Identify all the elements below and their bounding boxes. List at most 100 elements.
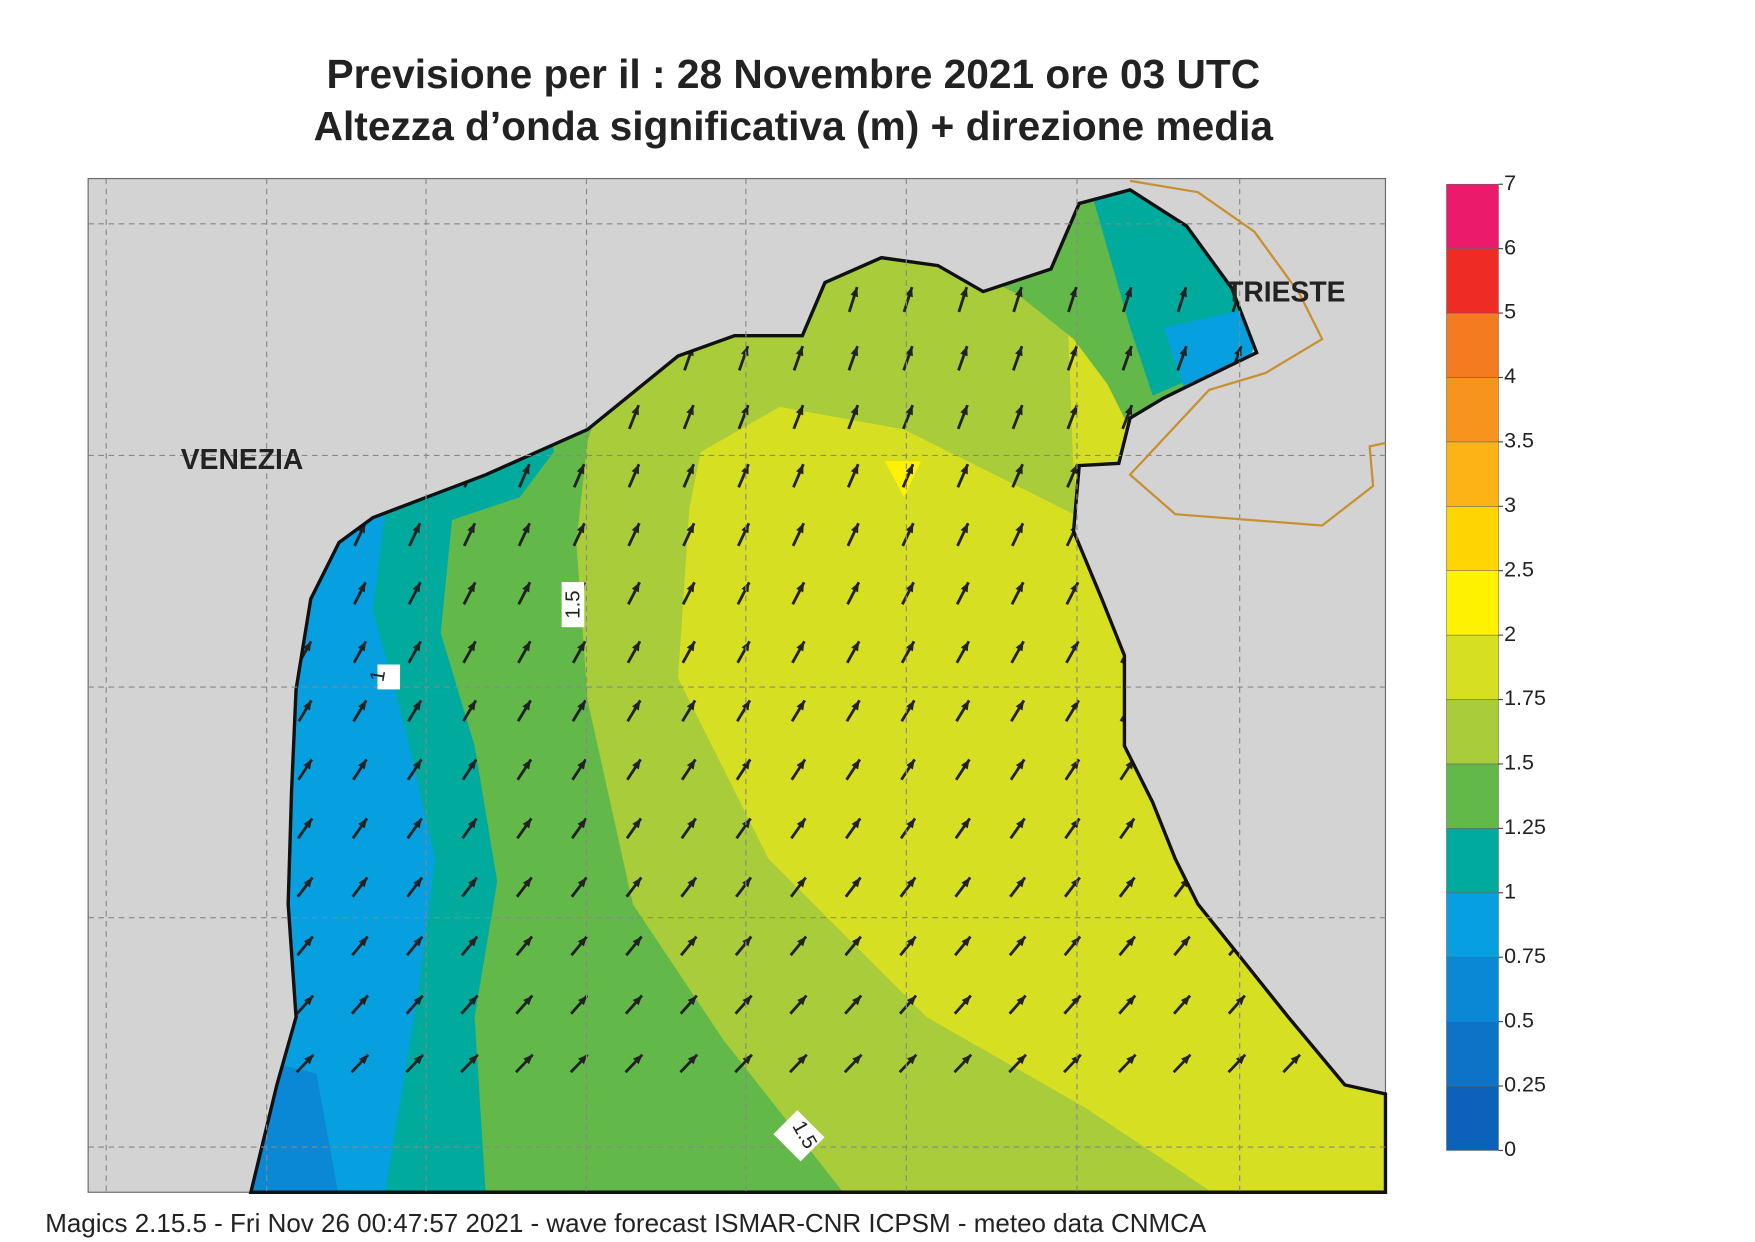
wave-arrow-head — [576, 464, 585, 475]
colorbar-band — [1446, 248, 1499, 314]
colorbar-band — [1446, 1085, 1499, 1151]
wave-arrow-head — [467, 641, 476, 652]
wave-arrow-head — [961, 1054, 972, 1065]
wave-arrow-head — [357, 582, 366, 593]
wave-arrow-head — [1015, 464, 1023, 475]
wave-arrow-head — [960, 641, 969, 652]
wave-arrow-head — [523, 1054, 533, 1065]
wave-arrow-head — [304, 1054, 314, 1065]
wave-arrow-head — [1126, 1054, 1136, 1065]
wave-arrow-head — [741, 700, 750, 711]
wave-arrow-head — [850, 346, 859, 357]
wave-arrow-head — [686, 759, 696, 770]
wave-arrow-head — [687, 936, 697, 947]
wave-arrow-head — [850, 523, 859, 534]
wave-arrow-head — [358, 759, 367, 770]
colorbar-tick-label: 0.5 — [1504, 1008, 1534, 1032]
wave-arrow-head — [687, 818, 696, 829]
wave-arrow-head — [631, 641, 640, 652]
wave-arrow-head — [687, 995, 697, 1006]
place-label: TRIESTE — [1226, 276, 1345, 308]
wave-arrow-head — [522, 936, 533, 947]
wave-arrow-head — [1015, 405, 1023, 416]
wave-arrow-head — [851, 582, 859, 593]
wave-arrow-head — [905, 641, 915, 652]
colorbar-tick-label: 1.25 — [1504, 815, 1546, 839]
wave-arrow-head — [851, 818, 861, 829]
wave-arrow-head — [852, 995, 862, 1006]
wave-arrow-head — [1016, 936, 1026, 947]
colorbar-tick-label: 1 — [1504, 879, 1516, 903]
wave-arrow-head — [577, 641, 586, 652]
colorbar-band — [1446, 377, 1499, 443]
wave-arrow-head — [796, 641, 805, 652]
wave-arrow-head — [1179, 346, 1187, 357]
colorbar-tick-label: 2.5 — [1504, 557, 1534, 581]
wave-arrow-head — [521, 464, 530, 475]
title: Previsione per il : 28 Novembre 2021 ore… — [327, 51, 1261, 97]
wave-arrow-head — [851, 759, 860, 770]
wave-arrow-head — [303, 877, 313, 888]
wave-arrow-head — [906, 700, 915, 711]
wave-arrow-head — [851, 936, 861, 947]
wave-arrow-head — [467, 523, 475, 534]
contour-label: 1 — [367, 664, 401, 690]
wave-arrow-head — [358, 1054, 369, 1065]
wave-arrow-head — [905, 464, 913, 475]
wave-arrow-head — [741, 759, 751, 770]
colorbar-band — [1446, 828, 1499, 894]
wave-arrow-head — [1071, 936, 1081, 947]
colorbar-band — [1446, 183, 1499, 249]
wave-arrow-head — [905, 346, 913, 357]
wave-arrow-head — [1016, 1054, 1026, 1065]
wave-arrow-head — [906, 818, 916, 829]
wave-arrow-head — [851, 700, 860, 711]
wave-arrow-head — [796, 759, 806, 770]
wave-arrow-head — [741, 464, 749, 475]
wave-arrow-head — [961, 936, 971, 947]
wave-arrow-head — [906, 936, 916, 947]
wave-arrow-head — [632, 759, 641, 770]
wave-arrow-head — [413, 995, 423, 1006]
wave-arrow-head — [522, 818, 532, 829]
wave-arrow-head — [577, 759, 586, 770]
wave-arrow-head — [631, 405, 639, 416]
wave-arrow-head — [358, 700, 367, 711]
wave-arrow-head — [960, 346, 968, 357]
wave-arrow-head — [303, 700, 312, 711]
wave-arrow-head — [852, 1054, 862, 1065]
wave-arrow-head — [1124, 346, 1133, 357]
wave-arrow-head — [905, 287, 913, 298]
colorbar-band — [1446, 892, 1499, 958]
wave-arrow-head — [795, 346, 804, 357]
wave-arrow-head — [468, 1054, 478, 1065]
colorbar-band — [1446, 699, 1499, 765]
wave-arrow-head — [742, 936, 752, 947]
contour-label-text: 1.5 — [563, 590, 585, 618]
wave-arrow-head — [303, 995, 314, 1006]
wave-arrow-head — [1015, 759, 1025, 770]
footer: Magics 2.15.5 - Fri Nov 26 00:47:57 2021… — [45, 1208, 1207, 1238]
wave-arrow-head — [742, 877, 751, 888]
wave-arrow-head — [1070, 464, 1078, 475]
wave-arrow-head — [358, 877, 368, 888]
colorbar-tick-label: 7 — [1504, 171, 1516, 195]
colorbar-band — [1446, 570, 1499, 636]
wave-arrow-head — [687, 1054, 698, 1065]
wave-arrow-head — [1124, 405, 1133, 416]
wave-arrow-head — [741, 523, 749, 534]
wave-arrow-head — [522, 700, 531, 711]
wave-arrow-head — [578, 1054, 588, 1065]
colorbar-band — [1446, 506, 1499, 571]
wave-arrow-head — [850, 405, 859, 416]
wave-arrow-head — [577, 818, 587, 829]
wave-arrow-head — [358, 818, 367, 829]
wave-arrow-head — [796, 818, 806, 829]
wave-arrow-head — [1235, 1054, 1246, 1065]
wave-arrow-head — [741, 641, 750, 652]
colorbar-tick-label: 2 — [1504, 622, 1516, 646]
wave-arrow-head — [522, 523, 530, 534]
wave-arrow-head — [686, 464, 694, 475]
wave-arrow-head — [686, 700, 696, 711]
